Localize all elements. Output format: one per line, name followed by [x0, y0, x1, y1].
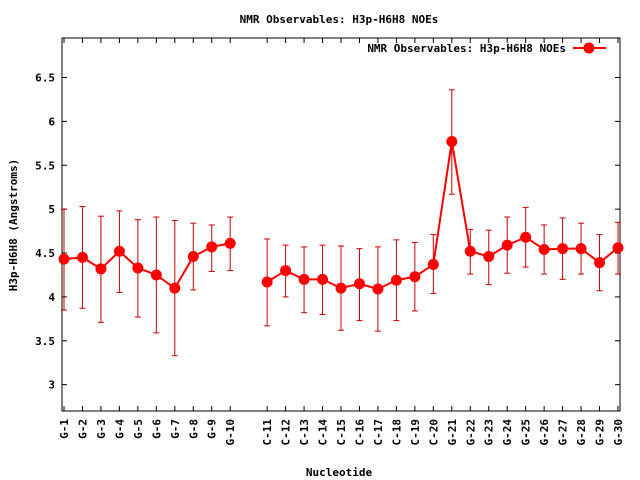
y-tick-label: 5	[48, 203, 55, 216]
data-point	[58, 253, 70, 265]
x-tick-label: C-14	[317, 419, 330, 446]
x-tick-label: G-2	[76, 419, 89, 439]
x-tick-label: G-6	[150, 419, 163, 439]
error-bars	[61, 89, 621, 357]
x-tick-label: C-13	[298, 419, 311, 446]
data-point	[464, 245, 476, 257]
x-tick-label: G-25	[520, 419, 533, 446]
data-point	[427, 258, 439, 270]
x-tick-label: G-4	[113, 419, 126, 439]
y-tick-label: 6	[48, 115, 55, 128]
data-point	[95, 263, 107, 275]
y-axis: 3 3.5 4 4.5 5 5.5 6 6.5	[35, 71, 620, 392]
legend-label: NMR Observables: H3p-H6H8 NOEs	[367, 42, 566, 55]
x-tick-label: C-12	[280, 419, 293, 446]
x-tick-label: C-20	[427, 419, 440, 446]
series-line-segment	[266, 141, 619, 291]
legend: NMR Observables: H3p-H6H8 NOEs	[367, 42, 606, 55]
x-tick-label: G-23	[483, 419, 496, 446]
x-tick-label: G-3	[95, 419, 108, 439]
data-point	[113, 245, 125, 257]
legend-marker	[583, 42, 595, 54]
x-axis-label: Nucleotide	[306, 466, 373, 479]
data-point	[538, 244, 550, 256]
y-tick-label: 6.5	[35, 71, 55, 84]
x-tick-label: G-10	[224, 419, 237, 446]
data-point	[187, 251, 199, 263]
y-axis-label: H3p-H6H8 (Angstroms)	[7, 159, 20, 291]
series-line-segment	[63, 242, 231, 290]
data-point	[557, 243, 569, 255]
x-tick-label: C-11	[261, 419, 274, 446]
data-point	[317, 273, 329, 285]
x-tick-label: C-19	[409, 419, 422, 446]
data-point	[76, 251, 88, 263]
x-tick-label: C-17	[372, 419, 385, 446]
x-tick-label: G-9	[206, 419, 219, 439]
data-point	[594, 257, 606, 269]
x-tick-label: G-27	[557, 419, 570, 446]
data-point	[169, 282, 181, 294]
x-tick-label: C-16	[353, 419, 366, 446]
x-tick-label: G-29	[594, 419, 607, 446]
x-tick-label: G-5	[132, 419, 145, 439]
data-point	[575, 243, 587, 255]
data-point	[409, 271, 421, 283]
x-tick-label: G-21	[446, 419, 459, 446]
x-tick-label: G-8	[187, 419, 200, 439]
data-point	[132, 262, 144, 274]
data-point	[298, 273, 310, 285]
x-tick-label: G-24	[501, 419, 514, 446]
y-tick-label: 3	[48, 379, 55, 392]
x-tick-label: C-18	[390, 419, 403, 446]
data-point	[224, 237, 236, 249]
data-point	[261, 276, 273, 288]
chart-title: NMR Observables: H3p-H6H8 NOEs	[240, 13, 439, 26]
plot-frame	[61, 37, 621, 412]
x-tick-label: C-15	[335, 419, 348, 446]
data-point	[280, 265, 292, 277]
x-tick-label: G-22	[464, 419, 477, 446]
y-tick-label: 4.5	[35, 247, 55, 260]
data-point	[483, 251, 495, 263]
data-points	[58, 136, 624, 295]
data-point	[372, 283, 384, 295]
x-axis: G-1 G-2 G-3 G-4 G-5 G-6 G-7 G-8 G-9 G-10 C-11 C-12 C…	[58, 38, 625, 446]
data-point	[335, 282, 347, 294]
x-tick-label: G-26	[538, 419, 551, 446]
data-point	[150, 269, 162, 281]
data-point	[353, 278, 365, 290]
x-tick-label: G-28	[575, 419, 588, 446]
data-point	[390, 274, 402, 286]
data-point	[206, 241, 218, 253]
x-tick-label: G-30	[612, 419, 625, 446]
y-tick-label: 3.5	[35, 335, 55, 348]
y-tick-label: 4	[48, 291, 55, 304]
data-point	[520, 231, 532, 243]
x-tick-label: G-7	[169, 419, 182, 439]
data-point	[501, 239, 513, 251]
data-point	[446, 136, 458, 148]
x-tick-label: G-1	[58, 419, 71, 439]
y-tick-label: 5.5	[35, 159, 55, 172]
data-point	[612, 242, 624, 254]
